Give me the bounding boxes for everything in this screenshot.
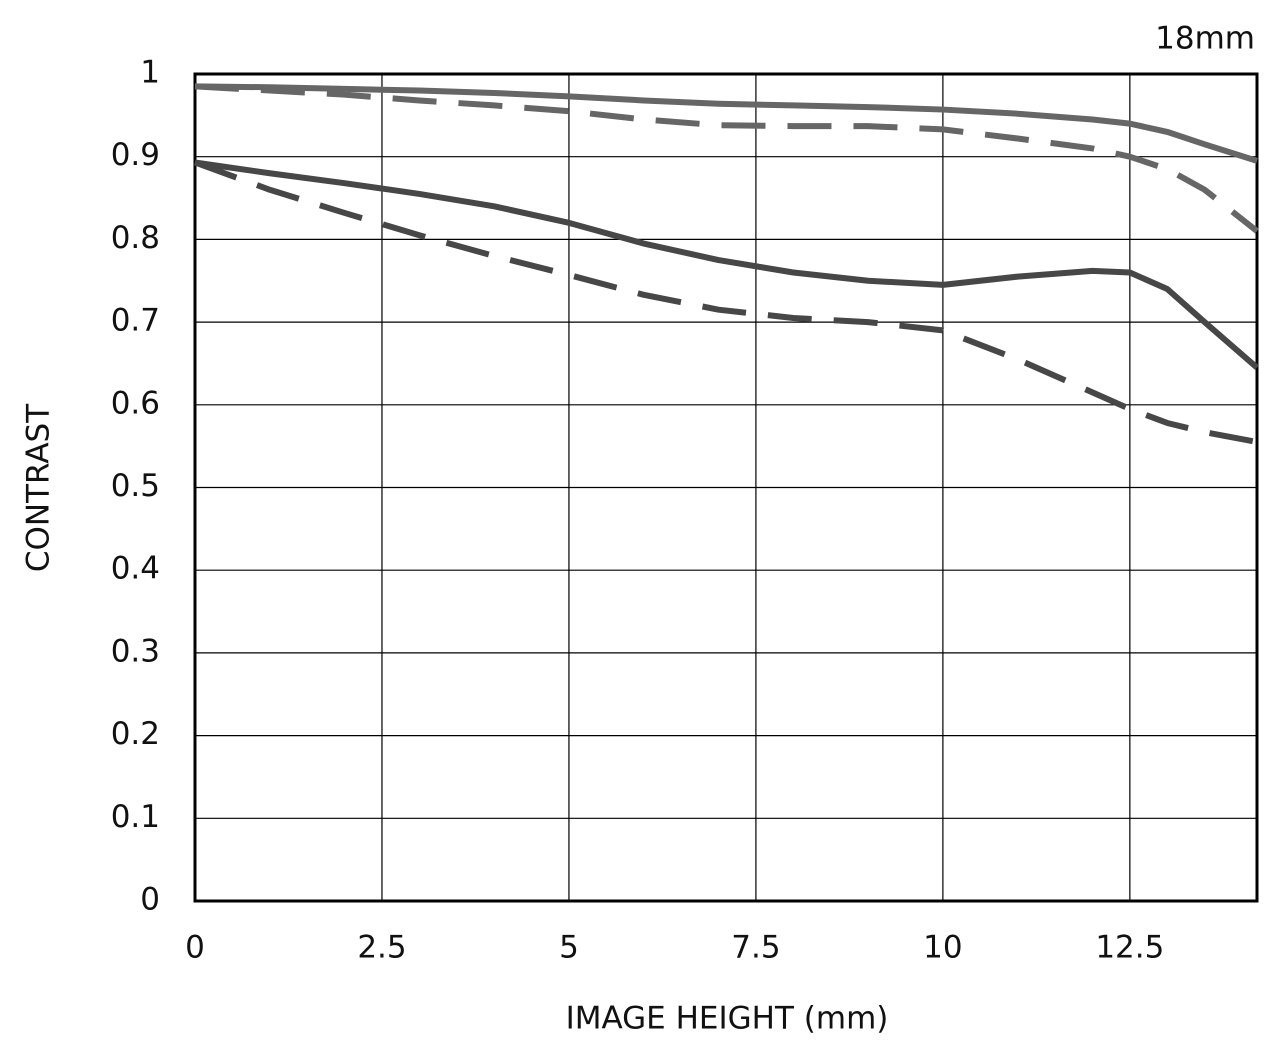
y-tick-label: 0.3 bbox=[111, 633, 160, 669]
annotation: 18mm bbox=[1155, 21, 1255, 57]
mtf-line bbox=[193, 159, 1258, 445]
x-tick-label: 2.5 bbox=[357, 930, 406, 966]
y-tick-label: 0.2 bbox=[111, 716, 160, 752]
x-tick-label: 12.5 bbox=[1095, 930, 1164, 966]
y-tick-label: 0.1 bbox=[111, 799, 160, 835]
plot-frame bbox=[193, 72, 1259, 903]
y-tick-label: 0 bbox=[140, 882, 160, 918]
x-tick-label: 7.5 bbox=[731, 930, 780, 966]
y-tick-label: 0.6 bbox=[111, 385, 160, 421]
y-tick-label: 0.8 bbox=[111, 220, 160, 256]
x-tick-label: 5 bbox=[559, 930, 579, 966]
mtf-line bbox=[194, 83, 1259, 234]
mtf-line bbox=[194, 83, 1258, 164]
x-tick-label: 10 bbox=[923, 930, 962, 966]
y-tick-label: 1 bbox=[140, 55, 160, 91]
y-tick-label: 0.9 bbox=[111, 137, 160, 173]
y-tick-label: 0.5 bbox=[111, 468, 160, 504]
y-tick-label: 0.4 bbox=[111, 551, 160, 587]
x-axis-label: IMAGE HEIGHT (mm) bbox=[566, 1001, 889, 1037]
x-tick-label: 0 bbox=[185, 930, 205, 966]
mtf-line bbox=[194, 159, 1259, 370]
y-axis-label: CONTRAST bbox=[21, 403, 57, 572]
y-tick-label: 0.7 bbox=[111, 303, 160, 339]
